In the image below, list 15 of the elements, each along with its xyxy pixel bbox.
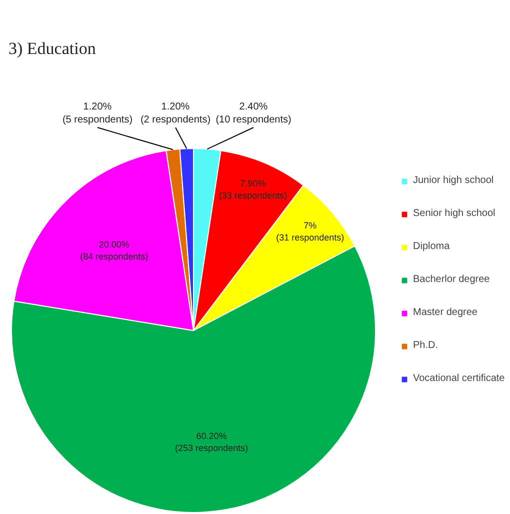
data-label: 20.00% (84 respondents) [80, 239, 148, 262]
chart-title: 3) Education [8, 39, 96, 58]
legend-label: Vocational certificate [413, 373, 505, 384]
legend-label: Junior high school [413, 175, 494, 186]
data-label: 7% (31 respondents) [276, 220, 344, 243]
legend-label: Senior high school [413, 208, 496, 219]
legend-label: Master degree [413, 307, 478, 318]
data-label: 1.20% (5 respondents) [62, 101, 133, 126]
legend-label: Diploma [413, 241, 450, 252]
data-label: 2.40% (10 respondents) [216, 101, 292, 126]
legend-label: Ph.D. [413, 340, 438, 351]
legend-label: Bacherlor degree [413, 274, 490, 285]
data-label: 7.90% (33 respondents) [218, 178, 287, 201]
data-label: 60.20% (253 respondents) [174, 430, 248, 453]
data-label: 1.20% (2 respondents) [140, 101, 211, 126]
